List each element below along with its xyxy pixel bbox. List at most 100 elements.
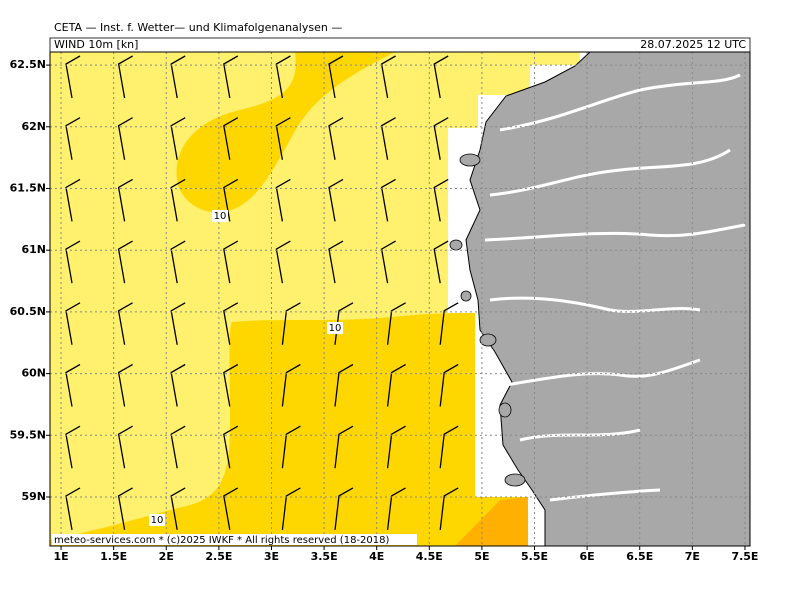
wind-barb	[380, 240, 396, 284]
contour-label-box	[149, 514, 165, 526]
wind-barb	[65, 117, 81, 160]
wind-barb	[65, 487, 81, 531]
wind-barb	[170, 487, 186, 531]
wind-barb	[223, 363, 239, 407]
wind-barb	[439, 302, 459, 345]
x-tick-label: 1.5E	[100, 550, 127, 563]
wind-barb	[380, 178, 396, 222]
wind-barb	[275, 240, 291, 284]
wind-barb	[223, 55, 239, 99]
wind-barb	[433, 240, 449, 284]
x-tick-label: 7.5E	[731, 550, 758, 563]
wind-barb	[281, 363, 301, 407]
wind-barb	[223, 240, 239, 284]
wind-barb	[117, 178, 133, 222]
wind-barb	[117, 240, 133, 284]
wind-barbs	[65, 55, 459, 531]
wind-barb	[65, 240, 81, 284]
wind-barb	[281, 425, 301, 469]
wind-barb	[433, 117, 449, 160]
x-tick-label: 5.5E	[521, 550, 548, 563]
wind-barb	[65, 363, 81, 407]
wind-barb	[117, 302, 133, 345]
wind-barb	[117, 117, 133, 160]
wind-barb	[328, 178, 344, 222]
x-tick-label: 6E	[580, 550, 595, 563]
wind-barb	[223, 425, 239, 469]
x-tick-label: 7E	[685, 550, 700, 563]
wind-barb	[386, 302, 406, 345]
y-tick-label: 60.5N	[10, 305, 46, 318]
wind-medium	[176, 52, 395, 213]
wind-barb	[433, 55, 449, 99]
wind-strong	[455, 497, 528, 546]
wind-barb	[386, 425, 406, 469]
wind-barb	[223, 487, 239, 531]
contour-label: 10	[329, 323, 342, 334]
map-area	[49, 51, 751, 547]
y-tick-label: 61.5N	[10, 181, 46, 194]
wind-barb	[275, 117, 291, 160]
valid-time: 28.07.2025 12 UTC	[640, 38, 746, 51]
islands	[449, 153, 526, 487]
grid	[50, 52, 750, 546]
wind-barb	[281, 302, 301, 345]
wind-barb	[117, 363, 133, 407]
wind-barb	[117, 425, 133, 469]
wind-medium	[50, 313, 528, 546]
y-tick-label: 62.5N	[10, 58, 46, 71]
wind-barb	[170, 117, 186, 160]
wind-barb	[170, 363, 186, 407]
wind-barb	[380, 117, 396, 160]
wind-barb	[439, 487, 459, 530]
y-tick-label: 59.5N	[10, 428, 46, 441]
wind-barb	[117, 487, 133, 531]
y-tick-label: 62N	[21, 120, 46, 133]
contour-label-box	[212, 210, 228, 222]
wind-barb	[275, 178, 291, 222]
x-tick-label: 3E	[264, 550, 279, 563]
wind-barb	[65, 425, 81, 469]
wind-barb	[334, 425, 354, 469]
title: CETA — Inst. f. Wetter— und Klimafolgena…	[54, 21, 342, 34]
x-tick-label: 1E	[53, 550, 68, 563]
fjords	[484, 73, 746, 502]
wind-barb	[380, 55, 396, 99]
y-tick-label: 61N	[21, 243, 46, 256]
map-frame	[49, 51, 751, 547]
x-tick-label: 4E	[369, 550, 384, 563]
product: WIND 10m [kn]	[54, 38, 138, 51]
y-tick-label: 59N	[21, 490, 46, 503]
y-tick-label: 60N	[21, 367, 46, 380]
wind-barb	[328, 55, 344, 99]
wind-barb	[65, 178, 81, 222]
footer-box	[52, 534, 417, 545]
wind-barb	[170, 302, 186, 345]
wind-barb	[281, 487, 301, 530]
wind-barb	[65, 302, 81, 345]
wind-barb	[223, 117, 239, 160]
wind-barb	[334, 487, 354, 530]
wind-barb	[439, 363, 459, 407]
x-tick-label: 2E	[159, 550, 174, 563]
wind-barb	[439, 425, 459, 469]
contour-label: 10	[214, 211, 227, 222]
x-tick-label: 4.5E	[416, 550, 443, 563]
wind-barb	[328, 117, 344, 160]
wind-barb	[433, 178, 449, 222]
x-tick-label: 5E	[474, 550, 489, 563]
wind-barb	[170, 425, 186, 469]
x-tick-label: 3.5E	[311, 550, 338, 563]
wind-barb	[170, 178, 186, 222]
x-tick-label: 2.5E	[205, 550, 232, 563]
wind-barb	[223, 302, 239, 345]
wind-barb	[386, 487, 406, 530]
wind-barb	[386, 363, 406, 407]
footer: meteo-services.com * (c)2025 IWKF * All …	[54, 535, 389, 546]
land	[465, 51, 751, 547]
x-tick-label: 6.5E	[626, 550, 653, 563]
wind-barb	[170, 55, 186, 99]
wind-barb	[65, 55, 81, 99]
wind-barb	[117, 55, 133, 99]
